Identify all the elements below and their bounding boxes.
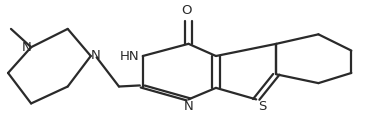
Text: N: N <box>184 100 193 113</box>
Text: S: S <box>258 100 266 113</box>
Text: N: N <box>91 49 101 62</box>
Text: N: N <box>21 41 31 54</box>
Text: HN: HN <box>120 50 140 63</box>
Text: O: O <box>182 4 192 17</box>
